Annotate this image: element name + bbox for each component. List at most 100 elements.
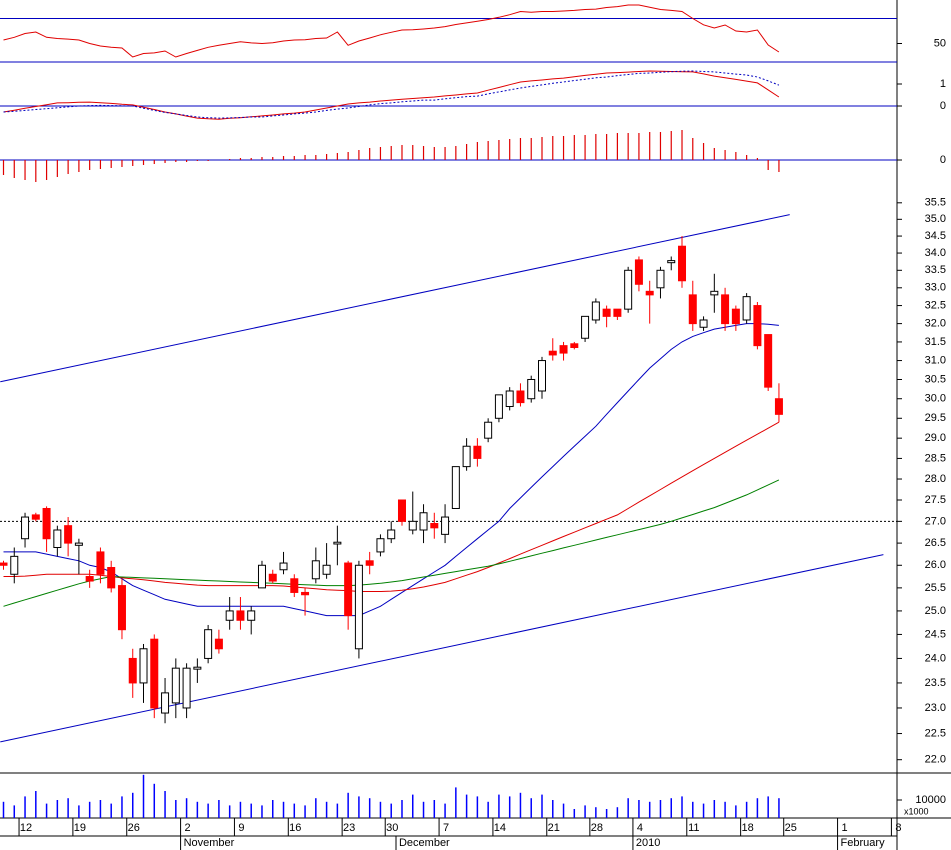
x-tick-label: 8 [895, 822, 901, 834]
candle-body [301, 591, 310, 596]
candle-body [430, 523, 439, 529]
candle-body [538, 360, 546, 392]
candle-body [667, 260, 676, 264]
candle-body [85, 576, 94, 582]
x-tick-label: 26 [128, 822, 140, 834]
candle-body [484, 421, 493, 439]
candle-body [764, 334, 773, 388]
y-tick-label: 27.0 [925, 515, 946, 527]
candle-body [193, 666, 202, 670]
candle-body [505, 390, 514, 408]
trendline [0, 214, 790, 383]
candle-body [290, 578, 299, 593]
y-tick-label: 34.0 [925, 247, 946, 259]
x-tick-label: 19 [74, 822, 86, 834]
candle-body [74, 542, 83, 546]
candle-body [581, 315, 590, 339]
x-tick-label: 23 [343, 822, 355, 834]
x-tick-label: 9 [238, 822, 244, 834]
candle-body [376, 538, 385, 553]
candle-body [53, 529, 62, 549]
y-tick-label: 27.5 [925, 494, 946, 506]
y-tick-label: 31.5 [925, 336, 946, 348]
moving-average [3, 421, 780, 592]
x-tick-label: 7 [443, 822, 449, 834]
x-tick-label: 4 [637, 822, 643, 834]
y-tick-label: 34.5 [925, 230, 946, 242]
candle-body [419, 512, 428, 531]
candle-body [441, 516, 450, 535]
month-label: February [841, 837, 886, 849]
y-tick-label: 29.5 [925, 412, 946, 424]
candle-body [774, 398, 783, 415]
y-tick-label: 25.0 [925, 605, 946, 617]
candle-body [150, 638, 159, 709]
candle-body [753, 305, 762, 347]
y-tick-label: 29.0 [925, 432, 946, 444]
y-tick-label: 33.5 [925, 264, 946, 276]
candle-body [559, 345, 568, 354]
macd-line [3, 70, 780, 119]
y-tick-label: 33.0 [925, 282, 946, 294]
candle-body [344, 562, 353, 617]
candle-body [591, 301, 600, 321]
y-tick-label: 26.5 [925, 537, 946, 549]
candle-body [710, 290, 719, 296]
x-tick-label: 25 [785, 822, 797, 834]
candle-body [31, 514, 40, 520]
candle-body [333, 541, 342, 545]
macd-line [3, 70, 780, 120]
moving-average [3, 479, 780, 607]
candle-body [128, 657, 137, 684]
candle-body [182, 667, 191, 709]
candle-body [247, 610, 256, 621]
candle-body [64, 525, 73, 544]
x-tick-label: 18 [742, 822, 754, 834]
candle-body [570, 343, 579, 348]
y-tick-label: 1 [940, 78, 946, 90]
volume-unit: x1000 [904, 806, 929, 816]
x-tick-label: 11 [688, 822, 699, 834]
y-tick-label: 24.0 [925, 652, 946, 664]
candle-body [699, 319, 708, 328]
candle-body [656, 269, 665, 289]
y-tick-label: 35.5 [925, 197, 946, 209]
candle-body [236, 610, 245, 621]
candle-body [107, 567, 116, 589]
x-tick-label: 2 [185, 822, 191, 834]
candle-body [516, 390, 525, 404]
candle-body [602, 308, 611, 317]
y-tick-label: 23.0 [925, 702, 946, 714]
y-tick-label: 25.5 [925, 582, 946, 594]
candle-body [527, 378, 536, 400]
y-tick-label: 10000 [915, 794, 946, 806]
candle-body [613, 308, 622, 317]
x-tick-label: 30 [386, 822, 398, 834]
candle-body [451, 466, 460, 509]
candle-body [257, 564, 266, 589]
candle-body [139, 648, 148, 684]
y-tick-label: 28.5 [925, 452, 946, 464]
candle-body [624, 269, 633, 310]
candle-body [678, 245, 687, 282]
y-tick-label: 35.0 [925, 213, 946, 225]
candle-body [268, 573, 277, 582]
y-tick-label: 24.5 [925, 628, 946, 640]
candle-body [494, 394, 503, 419]
candle-body [742, 296, 751, 321]
candle-body [311, 560, 320, 580]
candle-body [42, 507, 51, 540]
candle-body [117, 585, 126, 631]
candle-body [731, 308, 740, 325]
y-tick-label: 31.0 [925, 354, 946, 366]
candle-body [0, 562, 8, 566]
y-tick-label: 30.0 [925, 393, 946, 405]
candle-body [161, 692, 170, 714]
candle-body [279, 562, 288, 571]
candle-body [171, 667, 180, 704]
candle-body [721, 294, 730, 325]
candle-body [96, 551, 105, 575]
y-tick-label: 30.5 [925, 373, 946, 385]
y-tick-label: 23.5 [925, 677, 946, 689]
